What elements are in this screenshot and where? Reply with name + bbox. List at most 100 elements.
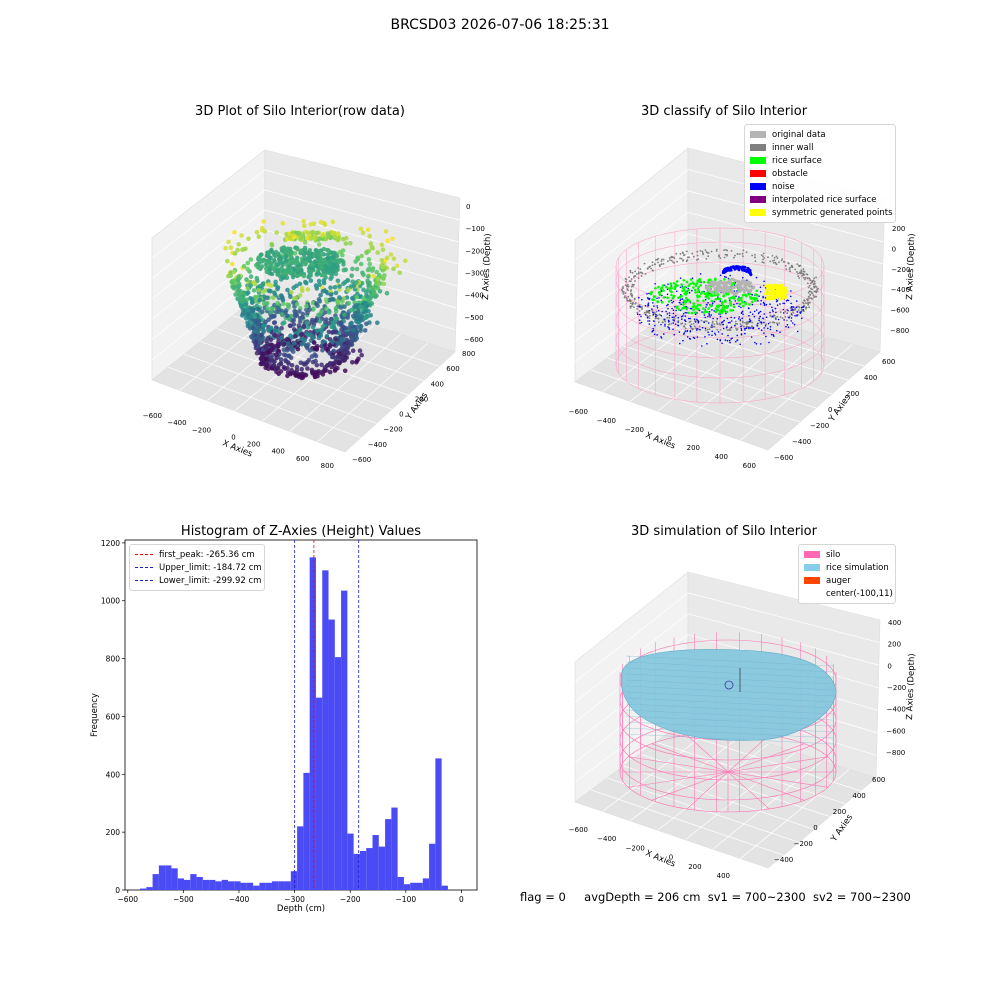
inner-wall-point [734, 254, 736, 257]
data-point [235, 277, 241, 283]
rice-surface-point [744, 301, 747, 304]
inner-wall-point [723, 249, 725, 252]
data-point [279, 335, 285, 341]
data-point [327, 369, 333, 375]
y-tick-label: 0 [115, 886, 120, 895]
data-point [260, 289, 266, 295]
data-point [240, 299, 245, 305]
classify-legend: original data inner wall rice surface obsta… [744, 124, 896, 223]
grid-line [639, 753, 830, 817]
noise-point [648, 292, 650, 295]
noise-point [711, 309, 713, 311]
inner-wall-point [781, 258, 784, 260]
noise-point [740, 328, 743, 330]
noise-point [769, 303, 771, 306]
inner-wall-point [696, 250, 699, 253]
data-point [379, 242, 385, 248]
symmetric-point [775, 293, 780, 298]
data-point [334, 316, 340, 322]
symmetric-point [769, 296, 773, 300]
original-point [719, 280, 724, 284]
rice-surface-point [687, 298, 690, 302]
noise-point [799, 312, 802, 314]
noise-point [740, 329, 743, 332]
inner-wall-point [811, 288, 813, 291]
noise-point [769, 311, 771, 314]
noise-point [647, 298, 649, 300]
noise-point [722, 321, 724, 323]
data-point [317, 319, 323, 324]
data-point [308, 278, 314, 283]
z-tick-label: −600 [464, 336, 483, 344]
x-tick-label: 400 [715, 453, 728, 461]
data-point [337, 360, 342, 366]
original-point [718, 288, 723, 292]
symmetric-point [779, 295, 783, 299]
noise-point [729, 341, 731, 344]
inner-wall-point [761, 261, 764, 263]
inner-wall-point [796, 271, 798, 273]
rice-surface-point [693, 311, 697, 314]
data-point [292, 251, 298, 256]
noise-point [725, 312, 727, 315]
symmetric-point [767, 285, 771, 289]
inner-wall-point [754, 254, 756, 256]
data-point [265, 306, 271, 311]
inner-wall-point [627, 285, 630, 288]
noise-point [689, 330, 692, 332]
histogram-bar [391, 807, 398, 890]
x-tick-label: −400 [229, 895, 250, 904]
noise-point [733, 303, 735, 306]
rice-surface-point [694, 284, 698, 287]
data-point [291, 266, 296, 271]
noise-point [699, 328, 701, 331]
data-point [304, 331, 310, 336]
data-point [357, 348, 363, 354]
grid-line [685, 752, 796, 840]
rice-mesh-line [625, 685, 835, 697]
grid-line [264, 189, 459, 243]
z-tick-label: −400 [465, 292, 484, 300]
data-point [280, 262, 285, 268]
rice-surface-point [721, 304, 725, 307]
data-point [345, 288, 351, 293]
inner-wall-point [629, 271, 632, 274]
inner-wall-point [809, 301, 811, 304]
inner-wall-point [636, 308, 638, 310]
data-point [289, 289, 294, 295]
data-point [240, 247, 245, 252]
data-point [310, 317, 315, 323]
data-point [350, 348, 356, 354]
noise-point [792, 322, 794, 324]
symmetric-point [784, 286, 788, 290]
symmetric-point [781, 288, 785, 292]
inner-wall-point [787, 262, 790, 265]
data-point [302, 223, 307, 229]
rice-surface-point [696, 295, 699, 299]
data-point [283, 248, 288, 254]
noise-point [776, 300, 779, 302]
rice-surface-point [732, 282, 736, 285]
data-point [331, 320, 336, 326]
data-point [274, 352, 279, 357]
sv2-text: sv2 = 700~2300 [812, 890, 911, 904]
noise-point [717, 331, 720, 333]
data-point [288, 251, 294, 256]
data-point [280, 271, 285, 276]
histogram-bar [177, 878, 184, 890]
rice-surface-point [723, 299, 727, 303]
data-point [284, 253, 289, 259]
data-point [231, 270, 237, 275]
grid-line [151, 209, 266, 300]
histogram-bar [259, 882, 266, 890]
rice-surface-point [672, 294, 676, 298]
rice-surface-point [682, 279, 686, 282]
inner-wall-point [810, 291, 813, 294]
data-point [316, 335, 322, 341]
legend-label: symmetric generated points [772, 207, 893, 218]
inner-wall-point [762, 252, 765, 255]
rice-surface-point [754, 299, 757, 302]
data-point [385, 238, 390, 244]
data-point [323, 264, 328, 269]
